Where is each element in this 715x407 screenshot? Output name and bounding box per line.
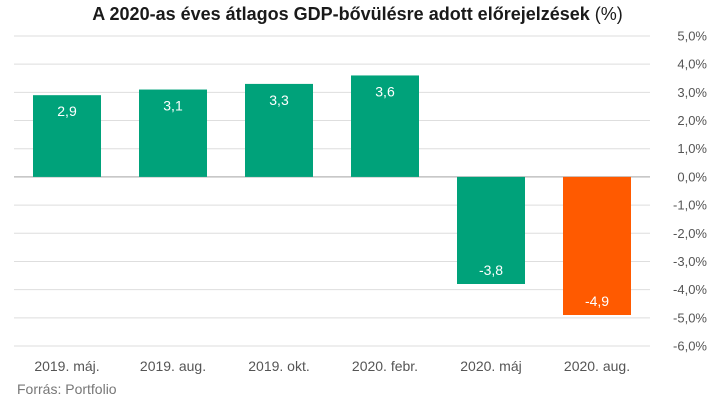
y-tick-label: -4,0% <box>673 282 707 297</box>
y-tick-label: 4,0% <box>677 57 707 72</box>
bar <box>351 75 419 177</box>
chart-title: A 2020-as éves átlagos GDP-bővülésre ado… <box>0 4 715 25</box>
y-tick-label: 5,0% <box>677 29 707 44</box>
bar <box>563 176 631 315</box>
data-label: 3,1 <box>163 98 183 114</box>
y-tick-label: -3,0% <box>673 254 707 269</box>
bar <box>457 176 525 284</box>
y-tick-label: 0,0% <box>677 169 707 184</box>
source-note: Forrás: Portfolio <box>17 381 117 397</box>
data-label: 3,6 <box>375 83 395 99</box>
y-tick-label: 2,0% <box>677 113 707 128</box>
bar <box>245 83 313 177</box>
bar <box>139 89 207 177</box>
x-tick-label: 2020. máj <box>460 358 521 374</box>
x-tick-label: 2019. okt. <box>248 358 310 374</box>
y-tick-label: 1,0% <box>677 141 707 156</box>
y-tick-label: -1,0% <box>673 198 707 213</box>
y-tick-label: -2,0% <box>673 226 707 241</box>
data-label: 2,9 <box>57 103 77 119</box>
y-tick-label: 3,0% <box>677 85 707 100</box>
bar <box>33 95 101 177</box>
x-tick-label: 2020. febr. <box>352 358 418 374</box>
y-tick-label: -6,0% <box>673 339 707 354</box>
x-tick-label: 2020. aug. <box>564 358 630 374</box>
data-label: -3,8 <box>479 262 503 278</box>
chart-title-text: A 2020-as éves átlagos GDP-bővülésre ado… <box>92 4 590 24</box>
x-tick-label: 2019. máj. <box>34 358 99 374</box>
data-label: 3,3 <box>269 92 289 108</box>
y-tick-label: -5,0% <box>673 310 707 325</box>
chart-title-unit: (%) <box>594 4 623 24</box>
data-label: -4,9 <box>585 293 609 309</box>
x-tick-label: 2019. aug. <box>140 358 206 374</box>
